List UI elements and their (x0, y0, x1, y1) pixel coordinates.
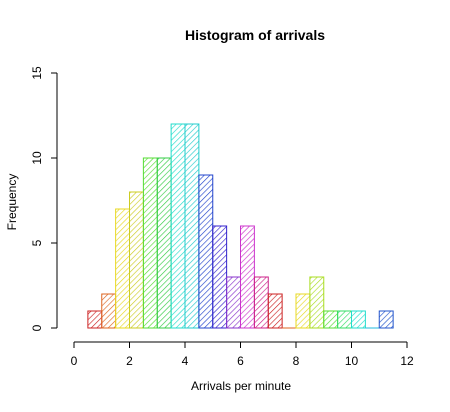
histogram-bar (337, 310, 353, 329)
histogram-bar (240, 225, 255, 329)
histogram-bar (212, 225, 228, 329)
bars-layer (87, 123, 394, 329)
x-tick-label: 4 (182, 354, 189, 368)
histogram-bar (309, 276, 325, 329)
y-axis-label: Frequency (5, 174, 19, 231)
histogram-bar (142, 157, 158, 329)
histogram-bar (351, 310, 366, 329)
x-axis: 0 2 4 6 8 10 12 (71, 341, 414, 368)
x-tick-label: 10 (345, 354, 359, 368)
chart-title: Histogram of arrivals (185, 27, 325, 43)
x-tick-label: 8 (293, 354, 300, 368)
histogram-bar (101, 293, 117, 329)
histogram-bar (267, 293, 283, 329)
x-tick-label: 2 (126, 354, 133, 368)
histogram-bar (156, 157, 172, 329)
histogram-bar (295, 293, 311, 329)
y-axis: 0 5 10 15 (30, 66, 58, 331)
y-tick-label: 15 (30, 66, 44, 80)
histogram-bar (87, 310, 103, 329)
y-tick-label: 10 (30, 151, 44, 165)
histogram-bar (184, 123, 200, 329)
histogram-bar (253, 276, 269, 329)
histogram-bar (378, 310, 394, 329)
x-axis-label: Arrivals per minute (191, 379, 291, 393)
x-tick-label: 12 (400, 354, 414, 368)
x-tick-label: 0 (71, 354, 78, 368)
histogram-bar (323, 310, 339, 329)
histogram-bar (226, 276, 242, 329)
histogram-bar (115, 208, 131, 329)
y-tick-label: 5 (30, 239, 44, 246)
x-tick-label: 6 (237, 354, 244, 368)
histogram-bar (170, 123, 186, 329)
y-tick-label: 0 (30, 324, 44, 331)
histogram-bar (129, 191, 144, 329)
histogram-bar (198, 174, 214, 329)
